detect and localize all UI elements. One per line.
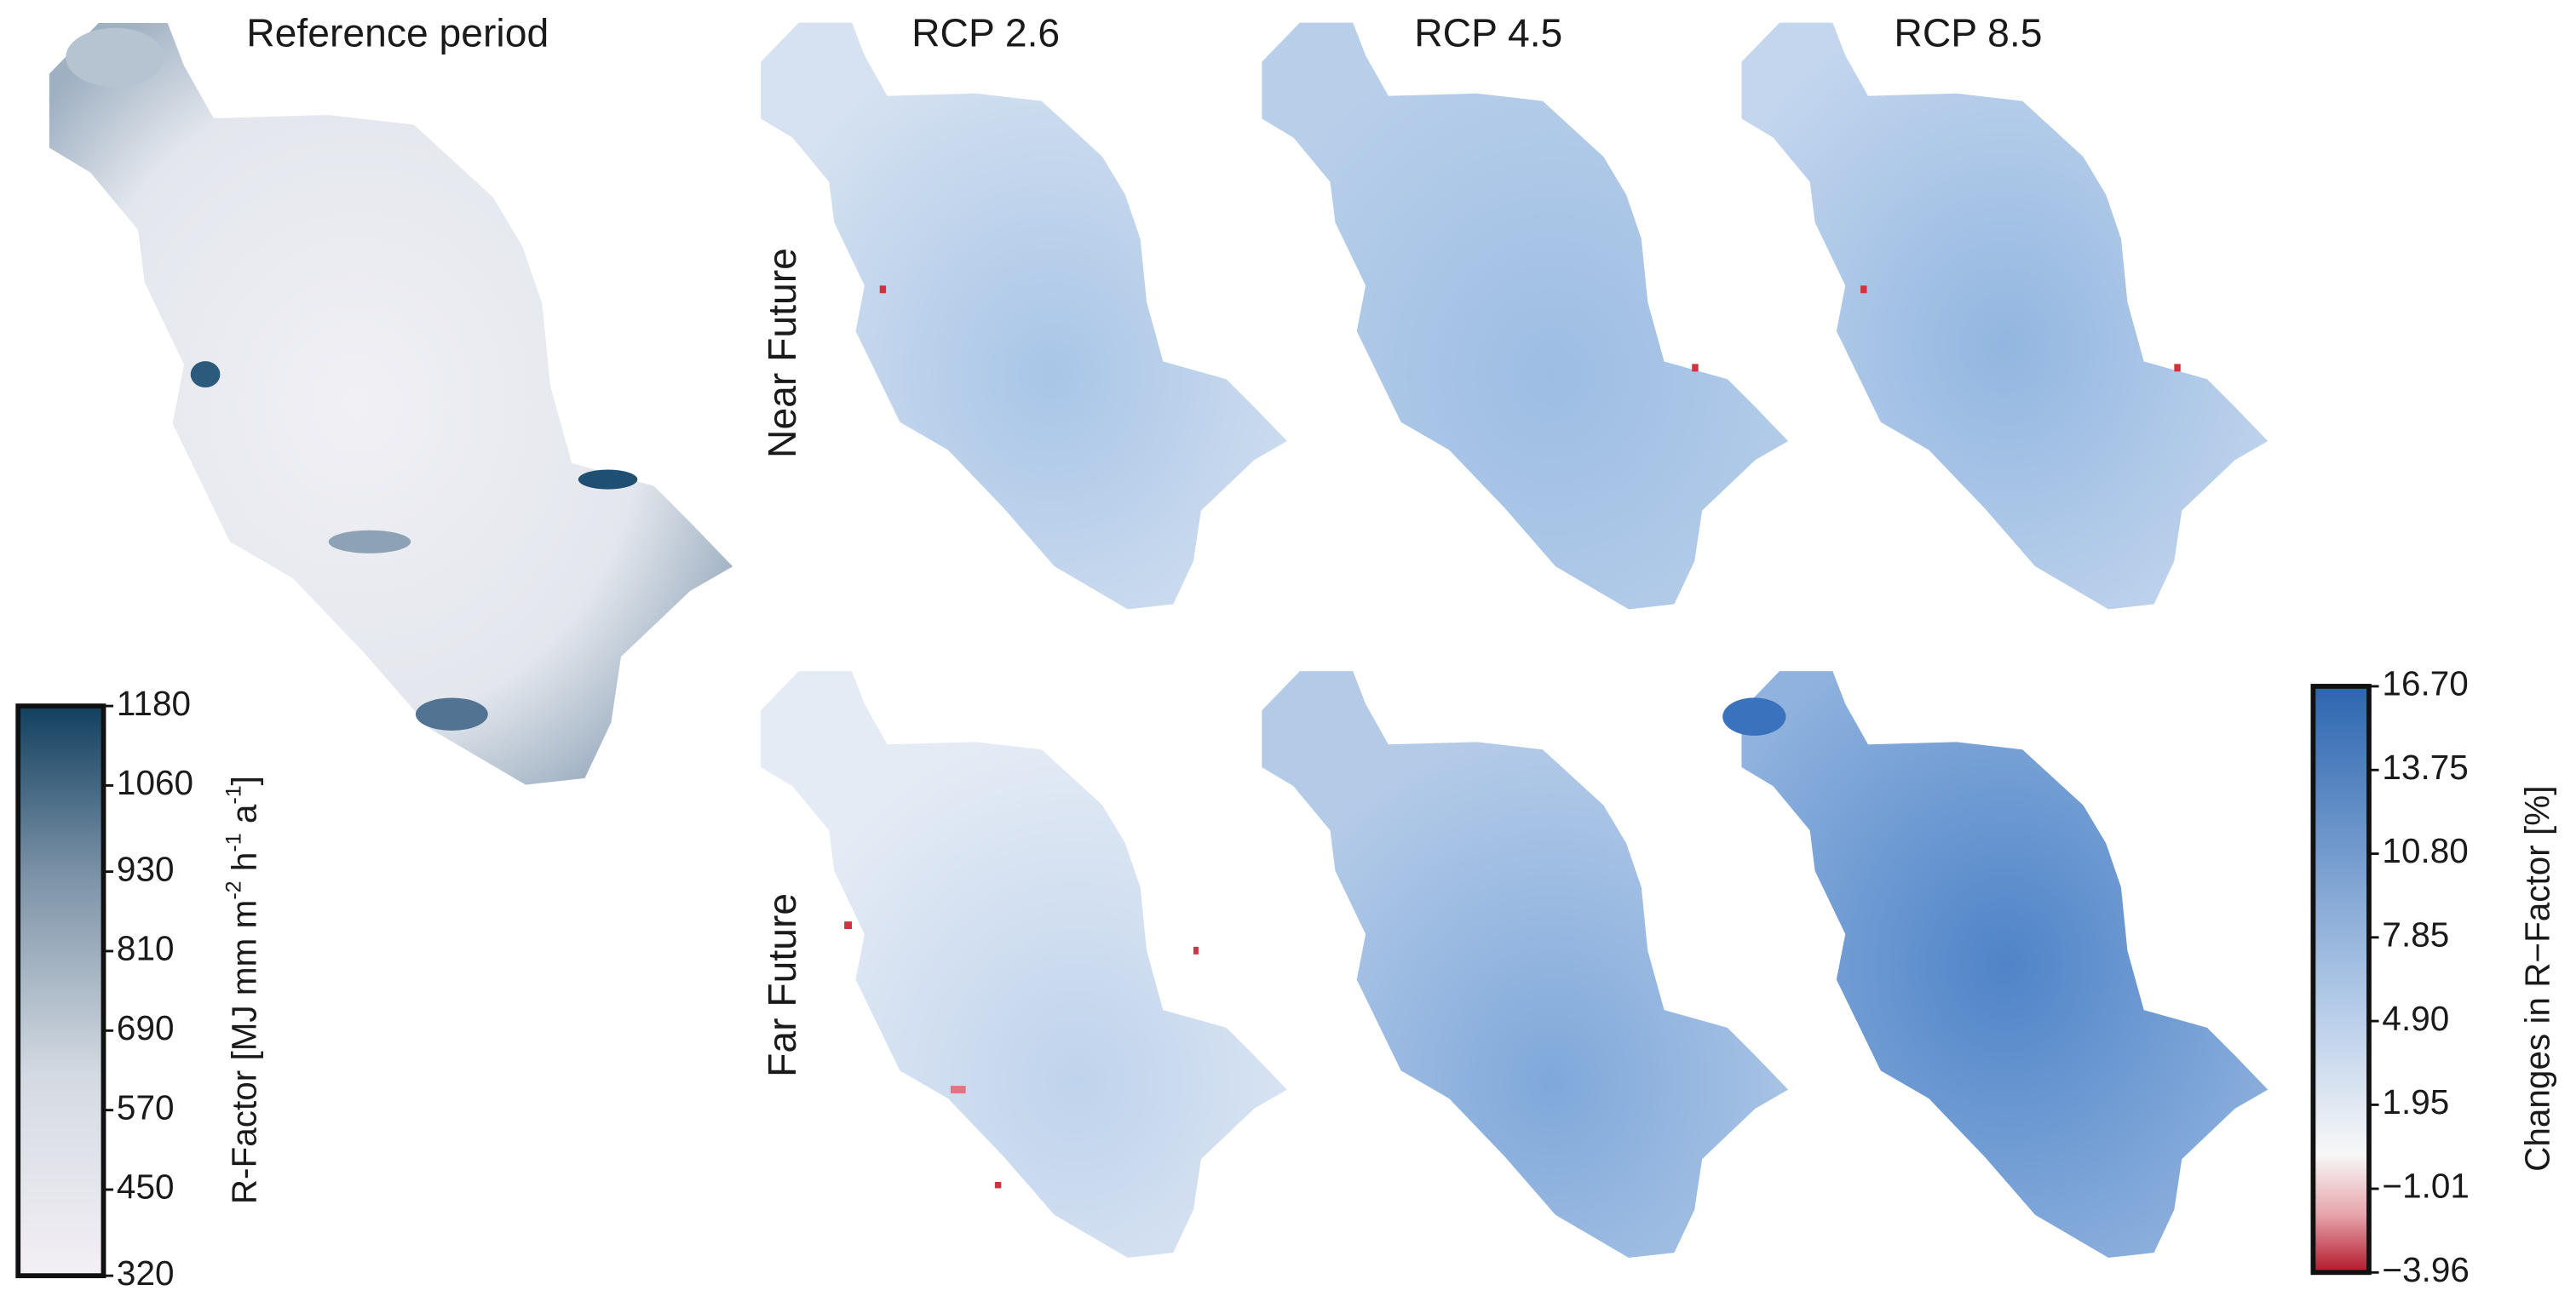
tick-label: 7.85 <box>2382 915 2449 955</box>
row-title: Near Future <box>760 248 804 458</box>
tick-label: 320 <box>117 1253 175 1293</box>
tick-label: 1180 <box>117 684 191 723</box>
label-part: R-Factor [MJ mm m <box>224 900 263 1205</box>
tick-label: 1.95 <box>2382 1082 2449 1121</box>
tick-label: 570 <box>117 1087 175 1127</box>
tick-label: 930 <box>117 849 175 888</box>
tick-label: 10.80 <box>2382 831 2468 870</box>
row-title: Far Future <box>760 893 804 1077</box>
reference-map <box>49 22 733 785</box>
column-title: RCP 4.5 <box>1414 11 1562 55</box>
tick-label: −3.96 <box>2382 1250 2469 1289</box>
far-rcp45-map <box>1262 671 1789 1259</box>
near-rcp85-map <box>1741 22 2268 610</box>
tick-label: 690 <box>117 1008 175 1047</box>
far-rcp85-map <box>1722 671 2268 1259</box>
reference-colorbar <box>15 703 106 1279</box>
tick-label: 450 <box>117 1167 175 1207</box>
change-colorbar-label: Changes in R−Factor [%] <box>2517 785 2556 1171</box>
tick-label: 1060 <box>117 763 193 802</box>
label-part: -1 <box>221 785 245 804</box>
tick-label: 13.75 <box>2382 748 2468 787</box>
tick-label: 16.70 <box>2382 664 2468 703</box>
label-part: a <box>224 804 263 833</box>
tick-label: 4.90 <box>2382 999 2449 1038</box>
near-rcp26-map <box>761 22 1287 610</box>
far-rcp26-map <box>761 671 1287 1259</box>
column-title: RCP 8.5 <box>1894 11 2042 55</box>
label-part: h <box>224 852 263 881</box>
label-part: ] <box>224 776 263 785</box>
label-part: -2 <box>221 880 245 899</box>
near-rcp45-map <box>1262 22 1789 610</box>
change-colorbar <box>2310 684 2372 1276</box>
column-title: RCP 2.6 <box>911 11 1060 55</box>
label-part: -1 <box>221 833 245 852</box>
reference-colorbar-label: R-Factor [MJ mm m-2 h-1 a-1] <box>221 776 263 1204</box>
tick-label: −1.01 <box>2382 1167 2469 1206</box>
reference-title: Reference period <box>246 11 549 55</box>
tick-label: 810 <box>117 929 175 968</box>
